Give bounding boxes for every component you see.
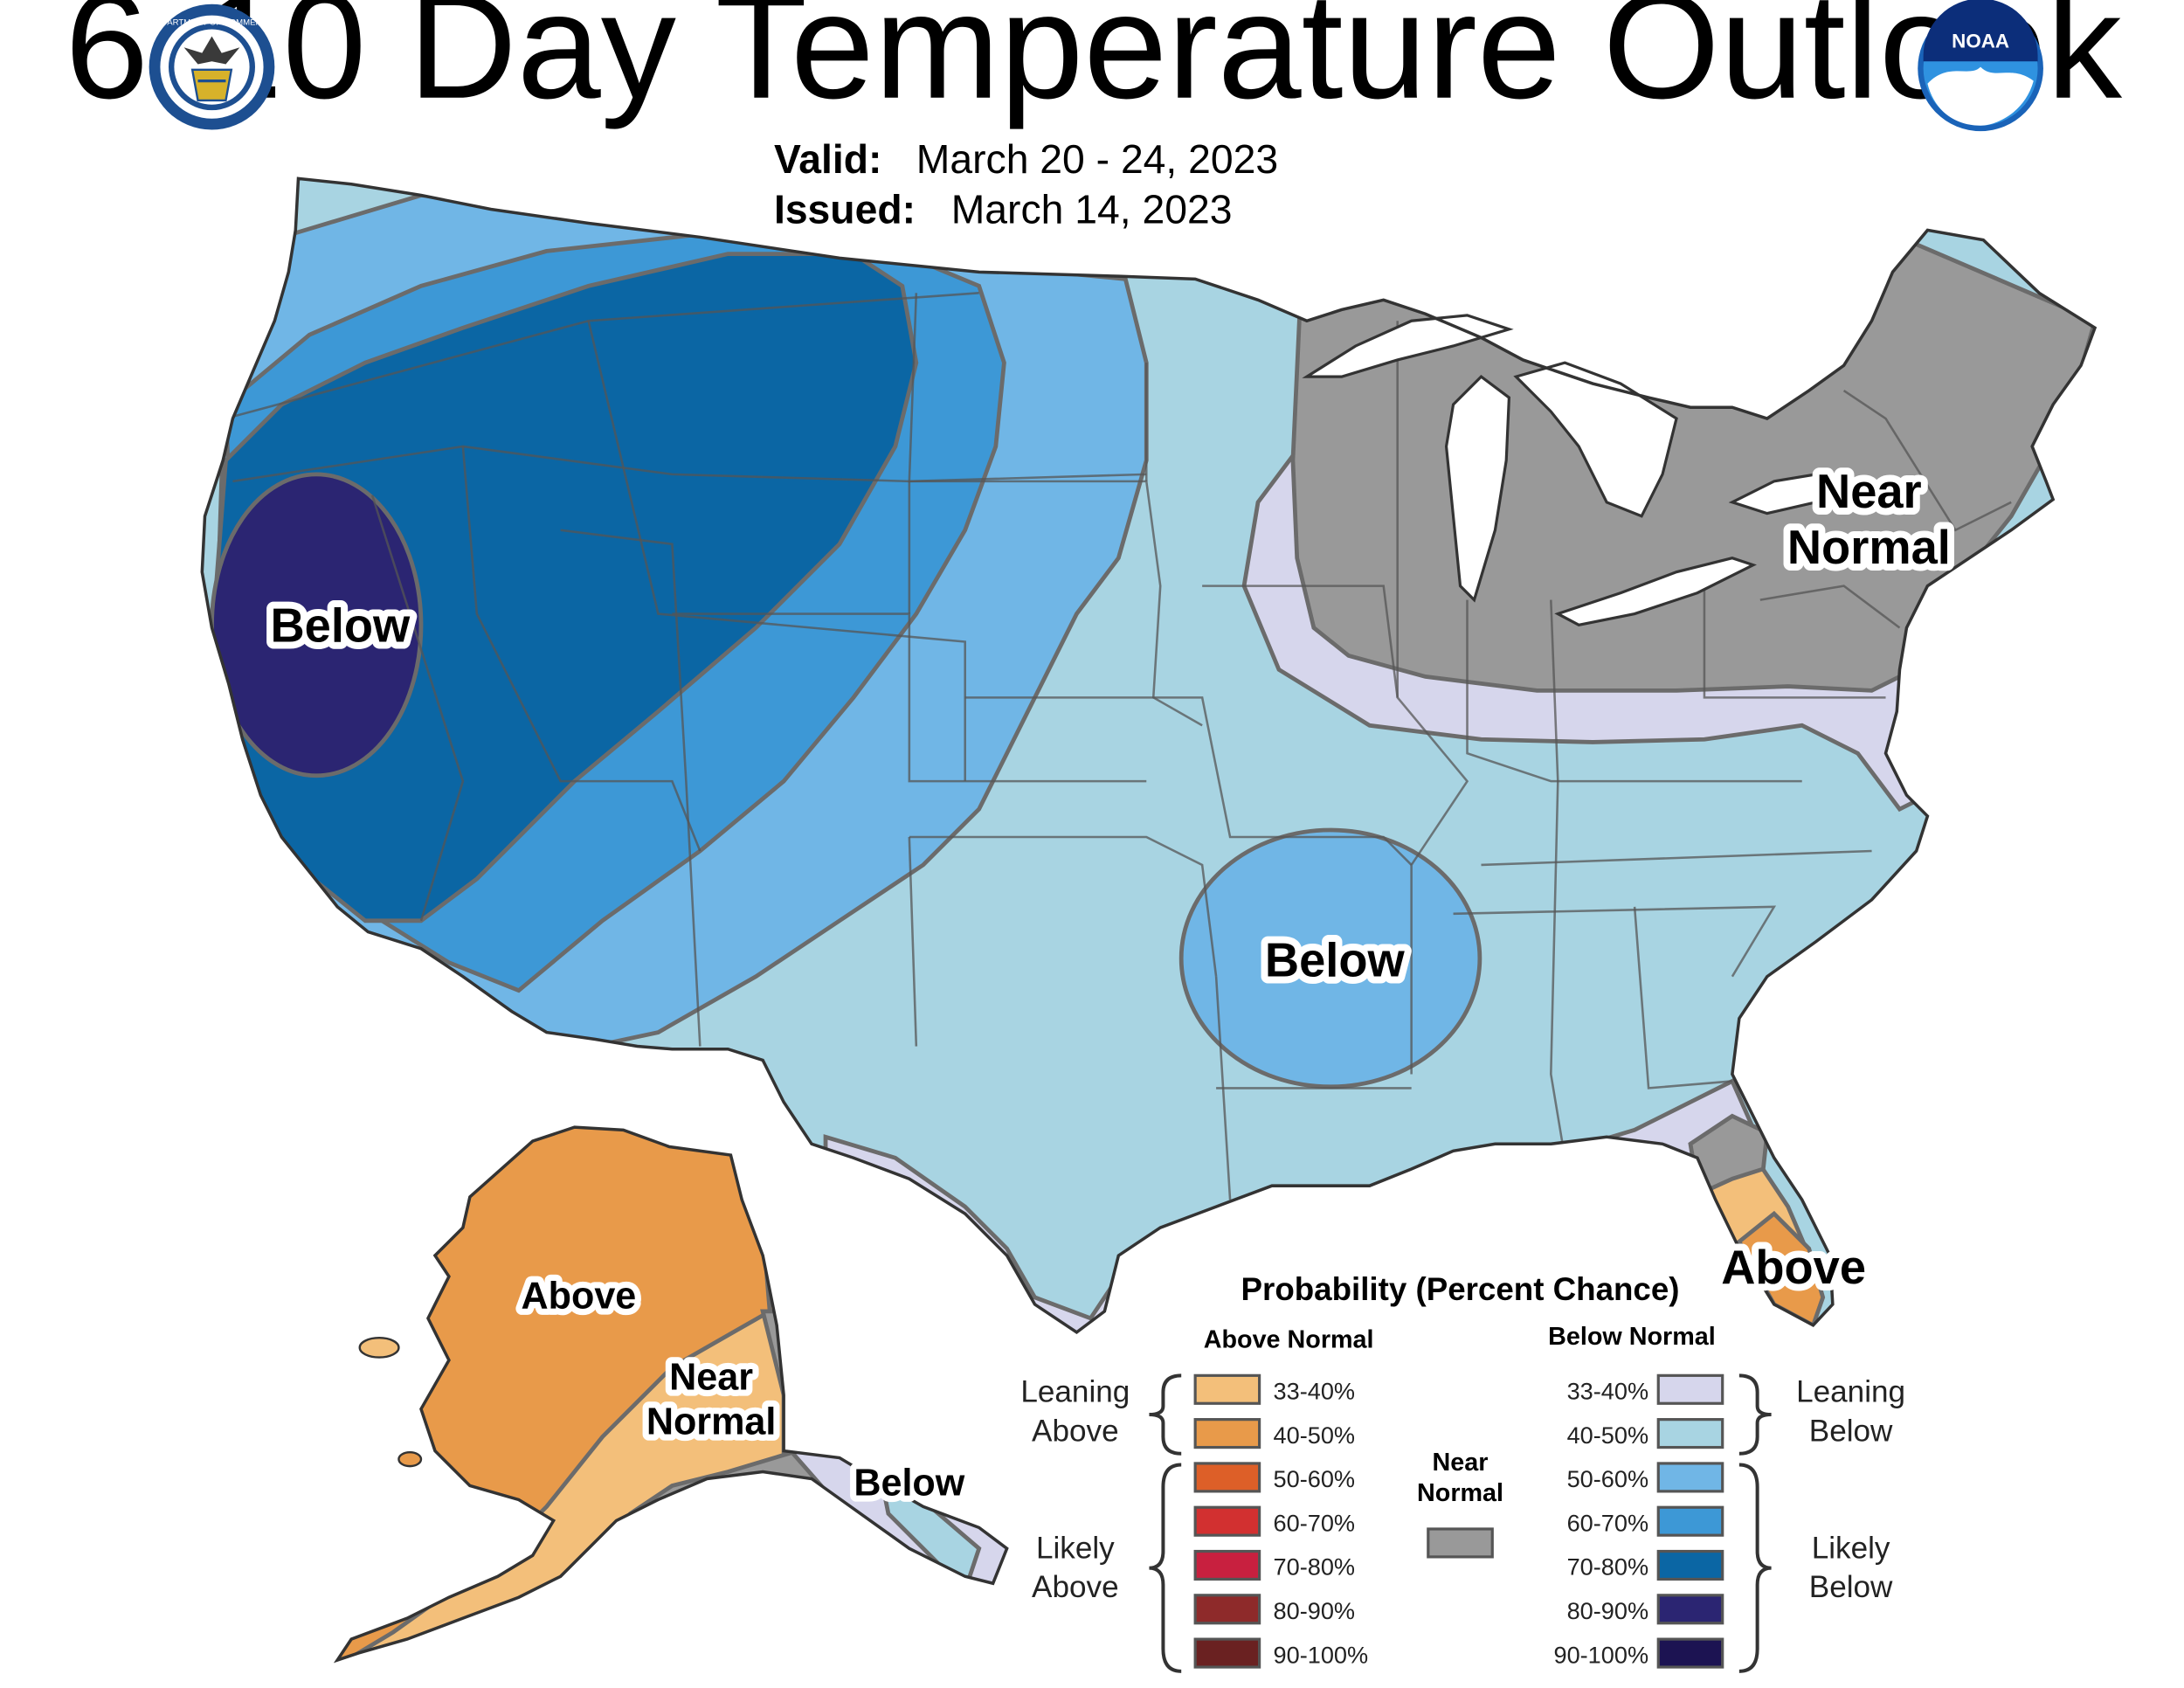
legend-above-pct-label-6: 90-100% [1274,1641,1369,1668]
brace-likely-above [1149,1463,1182,1673]
header: 6-10 Day Temperature Outlook Valid: Marc… [65,0,2122,232]
label-florida-above: Above [1721,1241,1866,1294]
label-alaska-below: Below [854,1463,964,1505]
alaska-coastline [333,1125,1009,1664]
zone-near-normal-northeast [1290,234,2096,693]
noaa-logo-text: NOAA [1952,30,2009,52]
legend-above-swatch-6 [1193,1637,1261,1669]
legend-below-pct-label-3: 60-70% [1567,1509,1649,1536]
legend-above-swatches: 33-40% 40-50% 50-60% 60-70% 70-80% 80-90% 90-1… [1193,1373,1369,1669]
legend-above-pct-label-1: 40-50% [1274,1422,1356,1449]
legend-below-pct-label-6: 90-100% [1553,1641,1648,1668]
legend-above-pct-label-3: 60-70% [1274,1509,1356,1536]
brace-leaning-below [1738,1373,1772,1456]
brace-leaning-above [1149,1373,1182,1456]
legend-likely-below-line2: Below [1809,1570,1893,1604]
legend-above-pct-label-5: 80-90% [1274,1597,1356,1624]
issued-value: March 14, 2023 [951,186,1233,232]
legend-below-pct-label-2: 50-60% [1567,1465,1649,1492]
legend-below-swatch-1 [1656,1418,1724,1449]
valid-label: Valid: [774,136,882,182]
state-boundaries [225,292,2012,1200]
legend-below-pct-label-4: 70-80% [1567,1553,1649,1581]
legend-leaning-below-line1: Leaning [1796,1375,1905,1409]
legend-likely-below-line1: Likely [1812,1532,1890,1566]
region-labels: Below Below Near Normal Above Above Near… [263,458,1957,1511]
legend-near-line2: Normal [1417,1479,1503,1507]
legend: Probability (Percent Chance) Above Norma… [1020,1271,1905,1673]
legend-below-pct-label-1: 40-50% [1567,1422,1649,1449]
legend-leaning-below-line2: Below [1809,1414,1893,1448]
legend-above-swatch-1 [1193,1418,1261,1449]
legend-above-header: Above Normal [1204,1325,1374,1353]
legend-below-swatch-3 [1656,1505,1724,1537]
legend-below-header: Below Normal [1548,1323,1716,1351]
legend-above-pct-label-0: 33-40% [1274,1377,1356,1404]
legend-above-swatch-0 [1193,1373,1261,1405]
legend-below-swatches: 33-40% 40-50% 50-60% 60-70% 70-80% 80-90% 90-1… [1553,1373,1724,1669]
legend-leaning-above-line1: Leaning [1020,1375,1130,1409]
legend-below-swatch-0 [1656,1373,1724,1405]
legend-above-swatch-4 [1193,1549,1261,1581]
legend-above-pct-label-2: 50-60% [1274,1465,1356,1492]
legend-leaning-above-line2: Above [1032,1414,1119,1448]
zone-below-50-60-south [1178,827,1482,1090]
label-south-below: Below [1265,934,1406,987]
brace-likely-below [1738,1463,1772,1673]
conus-map [200,176,2097,1334]
label-northeast-near-line2: Normal [1787,521,1951,574]
legend-title: Probability (Percent Chance) [1241,1271,1680,1307]
legend-above-pct-label-4: 70-80% [1274,1553,1356,1581]
legend-likely-above-line1: Likely [1036,1532,1115,1566]
legend-below-swatch-4 [1656,1549,1724,1581]
issued-label: Issued: [774,186,916,232]
valid-value: March 20 - 24, 2023 [916,136,1278,182]
legend-below-pct-label-5: 80-90% [1567,1597,1649,1624]
legend-above-swatch-5 [1193,1594,1261,1625]
legend-below-swatch-5 [1656,1594,1724,1625]
zone-below-70-80 [210,252,919,924]
legend-below-swatch-2 [1656,1462,1724,1493]
page-title: 6-10 Day Temperature Outlook [65,0,2122,130]
noaa-logo: NOAA [1918,0,2043,132]
legend-above-swatch-2 [1193,1462,1261,1493]
legend-likely-above-line2: Above [1032,1570,1119,1604]
legend-above-swatch-3 [1193,1505,1261,1537]
label-alaska-near-line1: Near [669,1356,753,1398]
legend-below-pct-label-0: 33-40% [1567,1377,1649,1404]
great-lakes [1302,314,1848,626]
label-alaska-above: Above [522,1276,637,1318]
legend-near-line1: Near [1433,1449,1489,1477]
label-west-below: Below [270,598,411,652]
label-northeast-near-line1: Near [1816,465,1922,518]
label-alaska-near-line2: Normal [646,1401,777,1442]
legend-below-swatch-6 [1656,1637,1724,1669]
commerce-seal-logo: DEPARTMENT OF COMMERCE [149,3,275,130]
svg-text:DEPARTMENT OF COMMERCE: DEPARTMENT OF COMMERCE [150,18,273,28]
legend-near-normal-swatch [1427,1527,1494,1559]
